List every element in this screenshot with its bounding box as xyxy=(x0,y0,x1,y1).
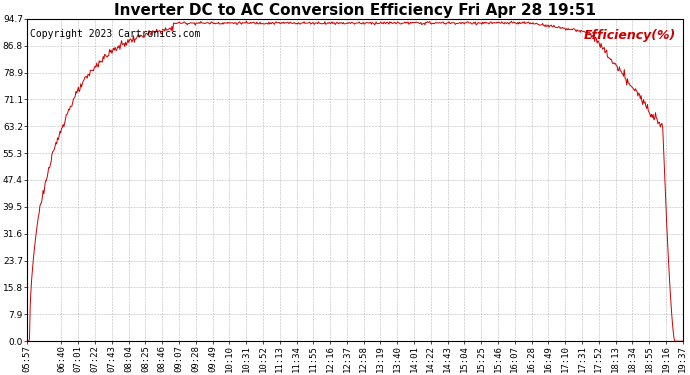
Title: Inverter DC to AC Conversion Efficiency Fri Apr 28 19:51: Inverter DC to AC Conversion Efficiency … xyxy=(114,3,596,18)
Text: Copyright 2023 Cartronics.com: Copyright 2023 Cartronics.com xyxy=(30,28,201,39)
Text: Efficiency(%): Efficiency(%) xyxy=(584,28,676,42)
